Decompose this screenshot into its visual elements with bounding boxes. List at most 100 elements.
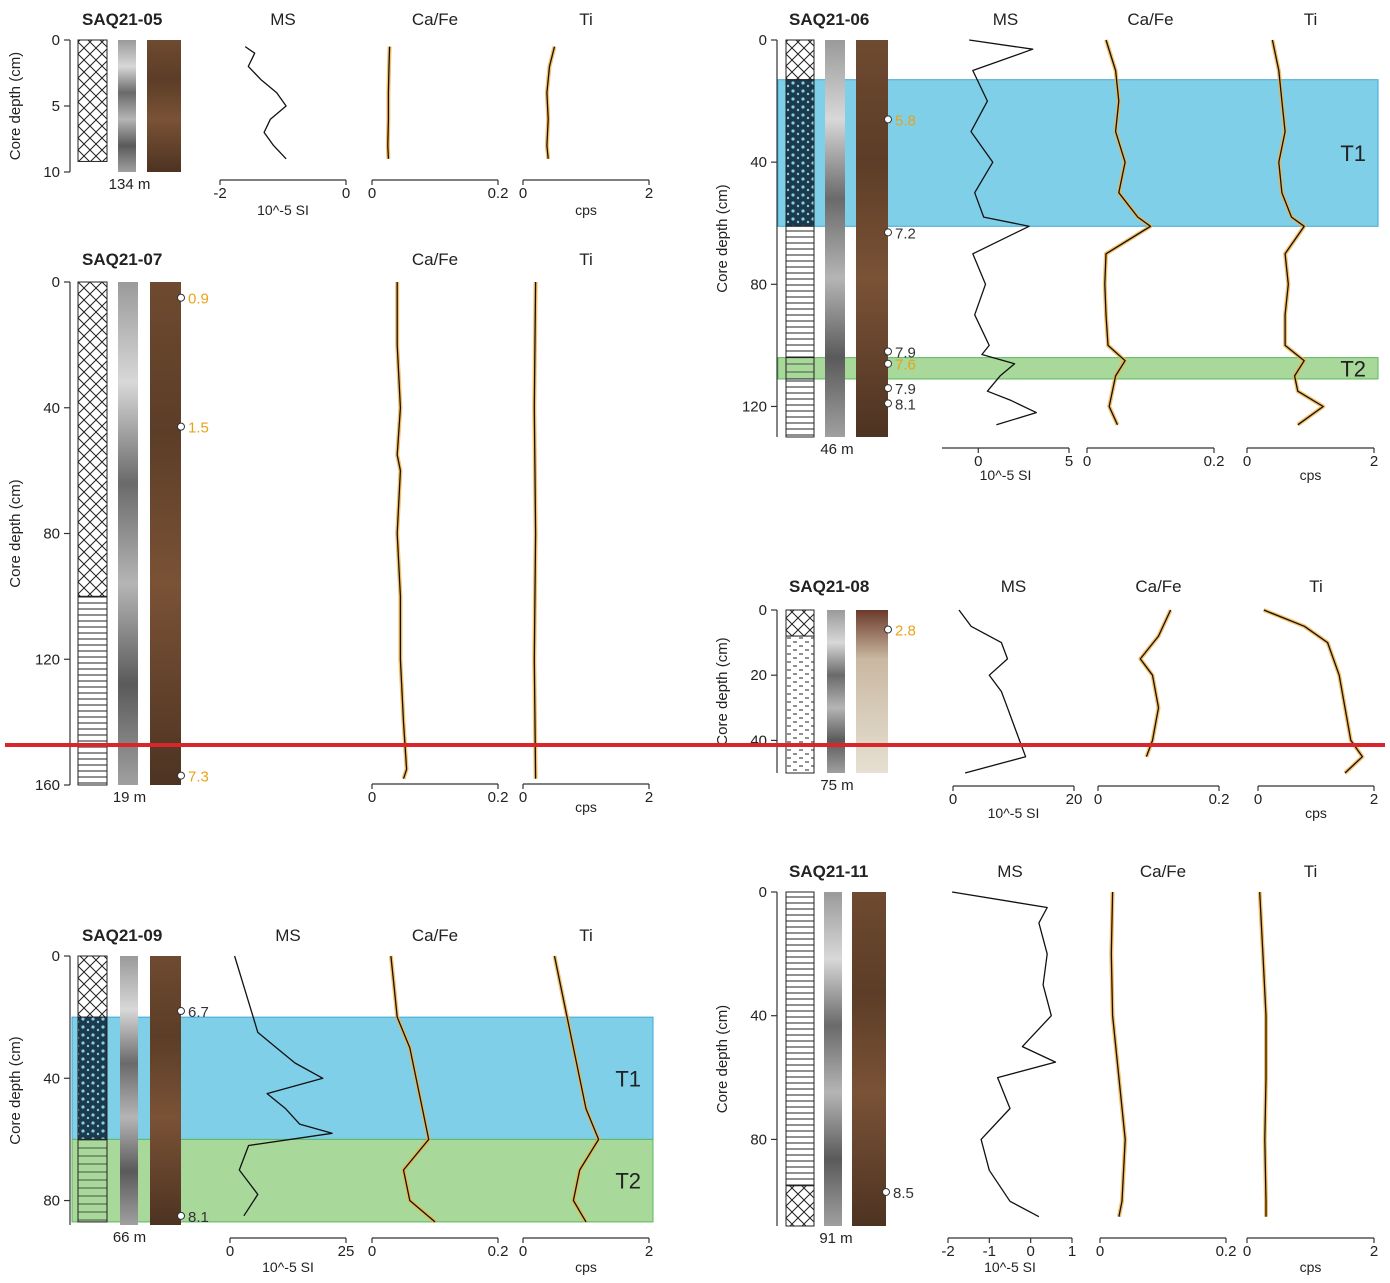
core-title: SAQ21-11 <box>789 862 868 881</box>
xray-image <box>824 892 842 1226</box>
value-tick-label: 0 <box>368 1243 376 1260</box>
column-title-cafe: Ca/Fe <box>412 926 458 945</box>
column-title-cafe: Ca/Fe <box>1127 10 1173 29</box>
unit-label-ms: 10^-5 SI <box>980 467 1032 483</box>
value-tick-label: 0.2 <box>1216 1243 1237 1260</box>
age-marker <box>177 422 185 431</box>
value-tick-label: 0 <box>519 185 527 202</box>
core-photo <box>150 956 181 1225</box>
value-tick-label: 0 <box>368 185 376 202</box>
curve-ms <box>951 891 1057 1218</box>
depth-tick-label: 40 <box>43 400 60 417</box>
value-tick-label: 0 <box>1243 1243 1251 1260</box>
core-panel-saq21-11: SAQ21-11 0 40 80 Core depth (cm) 91 m 8.5 MS -2 -… <box>714 862 1378 1275</box>
curve-cafe <box>1104 39 1152 426</box>
curve-cafe <box>1139 609 1172 757</box>
depth-tick-label: 0 <box>759 602 767 619</box>
core-photo <box>852 892 886 1226</box>
water-depth-label: 46 m <box>820 441 853 458</box>
column-title-ti: Ti <box>579 10 593 29</box>
depth-axis-label: Core depth (cm) <box>7 52 24 160</box>
age-label: 8.1 <box>188 1209 209 1226</box>
value-tick-label: 2 <box>645 185 653 202</box>
column-title-ti: Ti <box>579 250 593 269</box>
lithology-segment <box>785 891 815 1187</box>
curve-ti <box>553 955 600 1223</box>
age-label: 7.3 <box>188 769 209 786</box>
lithology-segment <box>77 955 108 1018</box>
age-marker <box>884 228 892 237</box>
water-depth-label: 91 m <box>819 1230 852 1247</box>
curve-ti <box>1271 39 1324 426</box>
unit-label-ti: cps <box>1300 467 1322 483</box>
depth-tick-label: 0 <box>52 274 60 291</box>
unit-label-ti: cps <box>575 1259 597 1275</box>
lithology-segment <box>785 378 815 438</box>
unit-label-ti: cps <box>1300 1259 1322 1275</box>
age-marker <box>884 399 892 408</box>
value-tick-label: 0 <box>519 1243 527 1260</box>
value-tick-label: 0.2 <box>488 1243 509 1260</box>
value-tick-label: 2 <box>1370 791 1378 808</box>
depth-tick-label: 5 <box>52 98 60 115</box>
core-title: SAQ21-09 <box>82 926 162 945</box>
depth-axis-label: Core depth (cm) <box>7 479 24 587</box>
depth-tick-label: 0 <box>52 948 60 965</box>
depth-tick-label: 120 <box>35 651 60 668</box>
value-tick-label: 25 <box>338 1243 355 1260</box>
event-layer-band <box>777 357 1379 380</box>
xray-image <box>825 40 845 437</box>
column-title-ms: MS <box>275 926 301 945</box>
depth-tick-label: 0 <box>759 32 767 49</box>
water-depth-label: 19 m <box>113 789 146 806</box>
curve-cafe <box>1110 891 1126 1217</box>
column-title-ti: Ti <box>1304 862 1318 881</box>
core-photo <box>147 40 181 172</box>
age-label: 7.9 <box>895 381 916 398</box>
depth-tick-label: 40 <box>750 154 767 171</box>
lithology-segment <box>785 79 815 227</box>
value-tick-label: 0.2 <box>1209 791 1230 808</box>
lithology-segment <box>77 595 108 786</box>
water-depth-label: 66 m <box>113 1229 146 1246</box>
lithology-segment <box>77 281 108 597</box>
age-marker <box>882 1187 890 1196</box>
value-tick-label: 5 <box>1065 453 1073 470</box>
age-marker <box>884 625 892 634</box>
depth-tick-label: 80 <box>43 526 60 543</box>
depth-tick-label: 80 <box>750 276 767 293</box>
value-tick-label: 0 <box>226 1243 234 1260</box>
age-marker <box>177 293 185 302</box>
age-marker <box>884 359 892 368</box>
xray-image <box>120 956 138 1225</box>
age-label: 8.1 <box>895 396 916 413</box>
age-label: 7.6 <box>895 357 916 374</box>
lithology-segment <box>785 225 815 359</box>
core-panel-saq21-06: T1 T2 SAQ21-06 0 40 80 120 Core depth (cm) 46 m 5… <box>714 10 1378 483</box>
core-panel-saq21-07: SAQ21-07 0 40 80 120 160 Core depth (cm) 19 m 0.… <box>7 250 653 815</box>
lithology-segment <box>77 1138 108 1223</box>
age-marker <box>177 771 185 780</box>
curve-ms <box>958 609 1027 774</box>
core-panel-saq21-05: SAQ21-05 0 5 10 Core depth (cm) 134 m MS -2 0 10^… <box>7 10 653 218</box>
column-title-ti: Ti <box>579 926 593 945</box>
column-title-ms: MS <box>997 862 1023 881</box>
age-marker <box>884 384 892 393</box>
core-title: SAQ21-06 <box>789 10 869 29</box>
curve-cafe <box>396 282 408 779</box>
lithology-segment <box>785 1185 815 1227</box>
age-label: 8.5 <box>893 1185 914 1202</box>
age-marker <box>884 347 892 356</box>
column-title-cafe: Ca/Fe <box>412 250 458 269</box>
column-title-ti: Ti <box>1304 10 1318 29</box>
curve-cafe <box>390 955 436 1223</box>
value-tick-label: 2 <box>1370 1243 1378 1260</box>
value-tick-label: 0 <box>1094 791 1102 808</box>
curve-halo-ti <box>1263 608 1365 775</box>
curve-ti <box>533 281 537 779</box>
depth-tick-label: 80 <box>750 1131 767 1148</box>
value-tick-label: 0 <box>949 791 957 808</box>
event-layer-label: T2 <box>1340 356 1366 381</box>
age-label: 7.2 <box>895 225 916 242</box>
